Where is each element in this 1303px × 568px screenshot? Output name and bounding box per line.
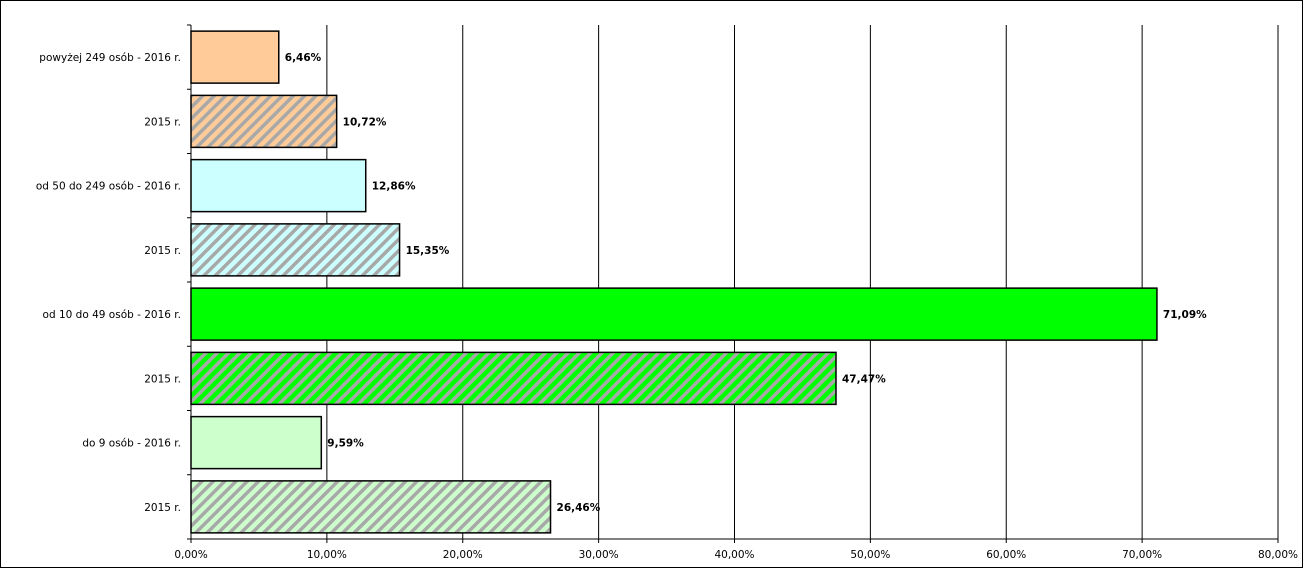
data-label: 71,09%: [1163, 309, 1207, 321]
data-label: 47,47%: [842, 373, 886, 385]
gridlines: [326, 25, 1279, 539]
data-label: 12,86%: [372, 181, 416, 193]
category-label: 2015 r.: [144, 245, 181, 257]
x-tick-label: 60,00%: [986, 549, 1026, 561]
x-tick-label: 20,00%: [443, 549, 483, 561]
bar: [190, 287, 1158, 341]
x-tick-label: 30,00%: [579, 549, 619, 561]
data-label: 6,46%: [285, 52, 322, 64]
x-tick-label: 50,00%: [850, 549, 890, 561]
bar: [190, 415, 323, 470]
labels: 6,46% powyżej 249 osób - 2016 r. 10,72% 201…: [36, 52, 1298, 561]
bar: [190, 158, 367, 213]
data-label: 9,59%: [327, 438, 364, 450]
axes: [187, 24, 1279, 543]
bar: [190, 351, 837, 406]
bar: [190, 480, 552, 534]
bar: [190, 30, 280, 84]
bars: [190, 30, 1158, 534]
bar: [190, 223, 401, 277]
data-label: 15,35%: [406, 245, 450, 257]
x-tick-label: 40,00%: [714, 549, 754, 561]
category-label: od 50 do 249 osób - 2016 r.: [36, 181, 181, 193]
category-label: od 10 do 49 osób - 2016 r.: [43, 309, 181, 321]
category-label: 2015 r.: [144, 116, 181, 128]
data-label: 26,46%: [557, 502, 601, 514]
category-label: 2015 r.: [144, 373, 181, 385]
category-label: do 9 osób - 2016 r.: [82, 438, 181, 450]
x-tick-label: 70,00%: [1122, 549, 1162, 561]
category-label: 2015 r.: [144, 502, 181, 514]
data-label: 10,72%: [343, 116, 387, 128]
x-tick-label: 80,00%: [1258, 549, 1298, 561]
bar: [190, 94, 338, 149]
x-tick-label: 10,00%: [307, 549, 347, 561]
x-tick-label: 0,00%: [174, 549, 207, 561]
category-label: powyżej 249 osób - 2016 r.: [39, 52, 181, 64]
